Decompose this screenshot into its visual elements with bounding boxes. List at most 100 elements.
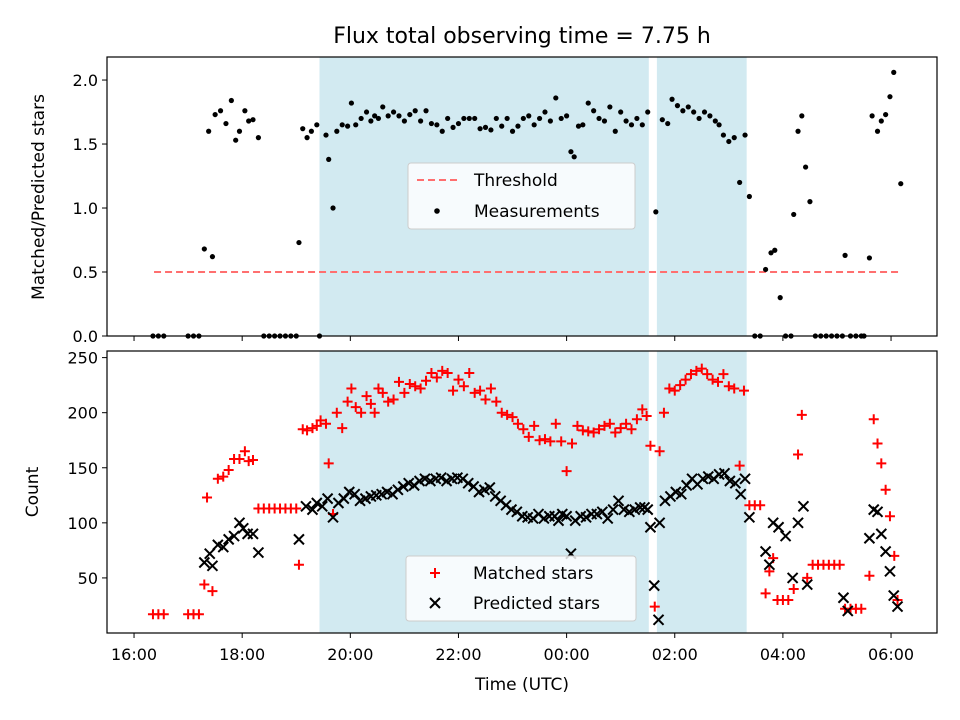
- legend-measurements-swatch: [434, 208, 440, 214]
- x-tick-label-7: 06:00: [868, 645, 914, 664]
- matched-stars-point-81: [577, 425, 588, 436]
- matched-stars-point-24: [291, 503, 302, 514]
- measurements-point-118: [768, 250, 774, 256]
- predicted-stars-point-111: [863, 532, 876, 544]
- matched-stars-point-35: [337, 423, 348, 434]
- y-tick-label-top-1: 0.5: [73, 263, 98, 282]
- matched-stars-point-100: [675, 380, 686, 391]
- measurements-point-109: [720, 132, 727, 138]
- x-tick-label-5: 02:00: [652, 645, 698, 664]
- matched-stars-point-72: [529, 420, 540, 431]
- measurements-point-43: [372, 113, 378, 119]
- measurements-point-11: [223, 120, 229, 127]
- measurements-point-97: [659, 117, 665, 123]
- y-tick-label-bot-0: 50: [78, 569, 98, 588]
- predicted-stars-point-0: [198, 556, 211, 569]
- measurements-point-58: [450, 124, 456, 130]
- predicted-stars-point-11: [252, 546, 265, 559]
- measurements-point-124: [795, 128, 801, 134]
- x-tick-label-1: 18:00: [219, 645, 265, 664]
- measurements-point-14: [236, 128, 243, 134]
- measurements-point-60: [461, 115, 467, 122]
- matched-stars-point-10: [218, 471, 229, 482]
- measurements-point-92: [628, 122, 635, 128]
- predicted-stars-point-14: [306, 503, 319, 516]
- measurements-point-111: [731, 135, 737, 141]
- legend-predicted-swatch: [429, 597, 441, 609]
- matched-stars-point-55: [437, 365, 448, 376]
- measurements-point-120: [777, 295, 783, 301]
- measurements-point-70: [515, 123, 521, 129]
- predicted-stars-point-94: [718, 467, 731, 479]
- measurements-point-95: [645, 109, 651, 115]
- measurements-point-80: [568, 149, 574, 155]
- measurements-point-27: [300, 126, 306, 132]
- predicted-stars-point-82: [653, 517, 666, 529]
- measurements-point-32: [323, 132, 329, 138]
- measurements-point-59: [455, 120, 462, 127]
- measurements-point-134: [842, 252, 848, 258]
- predicted-stars-point-7: [233, 517, 246, 529]
- matched-stars-point-47: [393, 376, 404, 387]
- measurements-point-127: [807, 199, 813, 205]
- measurements-point-55: [434, 122, 440, 128]
- measurements-point-53: [423, 108, 429, 114]
- measurements-point-33: [326, 156, 332, 162]
- predicted-stars-point-118: [891, 600, 904, 613]
- predicted-stars-point-99: [743, 511, 756, 524]
- measurements-point-107: [712, 118, 718, 124]
- measurements-point-106: [707, 113, 713, 119]
- predicted-stars-point-116: [884, 565, 896, 578]
- measurements-point-69: [509, 128, 516, 134]
- matched-stars-point-13: [234, 453, 245, 464]
- measurements-point-100: [674, 103, 681, 109]
- matched-stars-point-121: [783, 594, 794, 605]
- matched-stars-point-110: [729, 383, 740, 394]
- measurements-point-105: [701, 109, 708, 115]
- predicted-stars-point-47: [484, 481, 496, 494]
- legend-matched-label: Matched stars: [473, 564, 593, 584]
- top-legend: Threshold Measurements: [407, 162, 636, 230]
- y-tick-label-bot-1: 100: [67, 514, 98, 533]
- matched-stars-point-69: [512, 418, 523, 429]
- matched-stars-point-111: [734, 460, 745, 471]
- measurements-point-57: [445, 115, 451, 122]
- measurements-point-86: [596, 115, 602, 122]
- predicted-stars-point-97: [735, 488, 747, 500]
- matched-stars-point-52: [421, 375, 432, 386]
- matched-stars-point-36: [342, 396, 353, 407]
- predicted-stars-point-115: [879, 545, 892, 558]
- measurements-point-104: [696, 115, 702, 122]
- matched-stars-point-56: [442, 368, 453, 379]
- matched-stars-point-46: [388, 394, 399, 405]
- matched-stars-point-74: [539, 434, 550, 445]
- predicted-stars-point-66: [580, 511, 592, 524]
- measurements-point-7: [209, 254, 216, 260]
- matched-stars-point-40: [361, 391, 372, 402]
- matched-stars-point-60: [464, 368, 475, 379]
- matched-stars-point-64: [485, 383, 496, 394]
- measurements-point-83: [580, 122, 586, 128]
- matched-stars-point-116: [760, 588, 771, 599]
- measurements-point-64: [482, 124, 489, 130]
- measurements-point-142: [878, 118, 884, 124]
- matched-stars-point-30: [315, 415, 326, 426]
- predicted-stars-point-31: [397, 480, 410, 493]
- measurements-point-101: [680, 108, 686, 114]
- matched-stars-point-51: [415, 383, 426, 394]
- matched-stars-point-122: [788, 583, 799, 594]
- matched-stars-point-48: [399, 387, 410, 398]
- matched-stars-point-27: [302, 425, 313, 436]
- matched-stars-point-90: [626, 424, 637, 435]
- y-tick-label-bot-4: 250: [67, 349, 98, 368]
- measurements-point-39: [353, 122, 359, 128]
- measurements-point-89: [612, 128, 618, 134]
- measurements-point-96: [653, 209, 659, 215]
- predicted-stars-point-2: [206, 560, 219, 572]
- measurements-point-126: [803, 164, 809, 170]
- predicted-stars-point-80: [648, 579, 660, 592]
- matched-stars-point-45: [383, 396, 394, 407]
- matched-stars-point-58: [453, 374, 464, 385]
- matched-stars-point-131: [834, 559, 845, 570]
- predicted-stars-point-110: [842, 605, 854, 617]
